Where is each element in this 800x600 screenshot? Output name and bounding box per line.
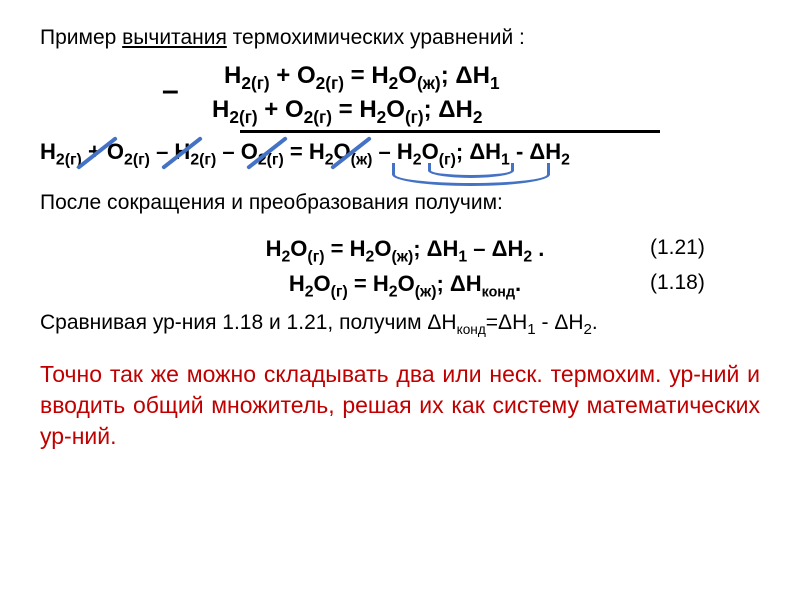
eq121-num: (1.21) [650, 236, 760, 266]
title-before: Пример [40, 26, 122, 49]
minus-sign: – [162, 74, 179, 108]
after-reduction-text: После сокращения и преобразования получи… [40, 191, 760, 215]
equation-row-2: H2(г) + O2(г) = H2O(г); ΔH2 [190, 96, 760, 128]
result-expression: H2(г) + O2(г) – H2(г) – O2(г) = H2O(ж) –… [40, 139, 570, 164]
eq118-text: H2O(г) = H2O(ж); ΔHконд. [40, 271, 650, 301]
title-line: Пример вычитания термохимических уравнен… [40, 24, 760, 52]
equation-row-1: H2(г) + O2(г) = H2O(ж); ΔH1 [190, 62, 760, 94]
eq118-num: (1.18) [650, 271, 760, 301]
title-underlined: вычитания [122, 26, 227, 49]
equation-1-21: H2O(г) = H2O(ж); ΔH1 – ΔH2 . (1.21) [40, 236, 760, 266]
compare-line: Сравнивая ур-ния 1.18 и 1.21, получим ΔH… [40, 311, 760, 338]
equation-1-18: H2O(г) = H2O(ж); ΔHконд. (1.18) [40, 271, 760, 301]
equation-divider [240, 130, 660, 133]
subtraction-equations: – H2(г) + O2(г) = H2O(ж); ΔH1 H2(г) + O2… [40, 62, 760, 128]
result-row: H2(г) + O2(г) – H2(г) – O2(г) = H2O(ж) –… [40, 139, 760, 169]
red-conclusion: Точно так же можно складывать два или не… [40, 359, 760, 452]
title-after: термохимических уравнений : [227, 26, 525, 49]
eq121-text: H2O(г) = H2O(ж); ΔH1 – ΔH2 . [40, 236, 650, 266]
